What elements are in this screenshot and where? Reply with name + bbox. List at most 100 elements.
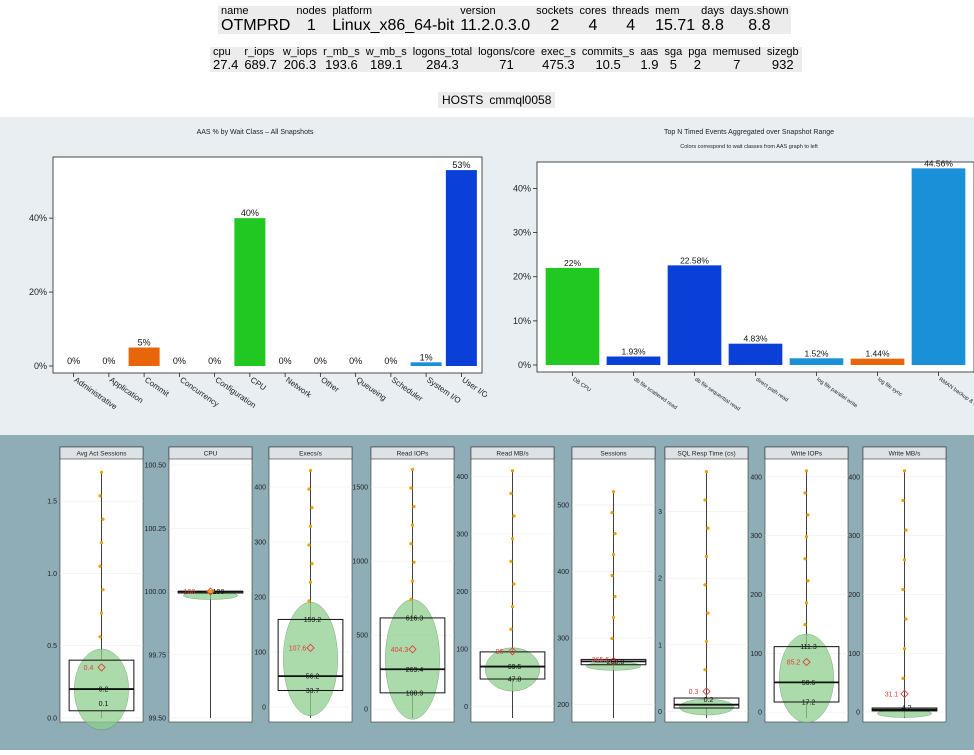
y-tick-label: 1.5: [47, 499, 57, 506]
mean-marker: [306, 643, 315, 652]
y-tick-label: 100.00: [145, 589, 167, 596]
y-tick-label: 100.25: [145, 526, 167, 533]
outlier-point: [901, 676, 905, 680]
panel-strip: [59, 446, 144, 460]
x-tick-label: System I/O: [425, 375, 463, 405]
bar-value-label: 40%: [241, 208, 259, 218]
y-tick-label: 100: [750, 651, 762, 658]
outlier-point: [902, 558, 907, 562]
mean-value-label: 96: [496, 649, 504, 656]
y-tick-label: 500: [557, 502, 569, 509]
summary-header: w_iops: [282, 46, 318, 58]
outlier-point: [98, 494, 102, 498]
bar: [850, 358, 905, 365]
y-tick-label: 0%: [518, 360, 531, 370]
bar-value-label: 53%: [452, 160, 470, 170]
box-value-label: 100: [213, 589, 225, 596]
box-panel: Execs/s 0 100 200 300 400 56.2 159.2 33.7 107.6: [254, 446, 353, 723]
y-tick-label: 300: [456, 532, 468, 539]
outlier-point: [613, 531, 617, 536]
summary-value: 206.3: [283, 57, 317, 72]
summary-value: 932: [771, 57, 794, 72]
summary-value: 8.8: [701, 17, 724, 34]
box-panel: Avg Act Sessions 0.0 0.5 1.0 1.5 0.2 0.1 0.4: [47, 446, 144, 731]
y-tick-label: 300: [557, 636, 569, 643]
summary-value: 193.6: [325, 57, 358, 72]
outlier-point: [803, 557, 807, 561]
plot-area: [536, 161, 974, 373]
outlier-point: [706, 526, 710, 530]
plot-area: [52, 156, 483, 374]
y-tick-label: 0: [758, 710, 762, 717]
summary-header: days.shown: [730, 5, 789, 17]
panel-strip: [862, 446, 947, 460]
hosts-value: cmmql0058: [489, 93, 552, 107]
summary-header: threads: [612, 5, 650, 17]
box: [479, 651, 546, 680]
x-tick-label: log file parallel write: [815, 377, 858, 410]
wait-class-section: AAS % by Wait Class – All Snapshots 0% 20%…: [0, 117, 974, 435]
outlier-point: [512, 514, 516, 518]
outlier-point: [902, 647, 907, 651]
panel-title: CPU: [204, 451, 218, 458]
outlier-point: [509, 559, 513, 563]
panel-title: Write MB/s: [889, 451, 921, 458]
summary-header: sga: [664, 46, 683, 58]
y-tick-label: 30%: [513, 228, 531, 238]
outlier-point: [308, 524, 313, 528]
summary-value: Linux_x86_64-bit: [332, 17, 455, 34]
x-tick-label: DB CPU: [571, 377, 591, 394]
box-value-label: 33.7: [306, 688, 320, 695]
outlier-point: [99, 470, 104, 474]
summary-value-row: 27.4 689.7 206.3 193.6 189.1 284.3 71 475.3 10.5…: [210, 58, 802, 72]
summary-value: 4: [626, 17, 636, 34]
box-panel: SQL Resp Time (cs) 0 1 2 3 0.3 0.2: [658, 446, 749, 723]
mean-value-label: 100: [184, 589, 196, 596]
mean-marker: [97, 663, 106, 672]
bar-value-label: 4.83%: [743, 334, 768, 344]
summary-header: version: [460, 5, 496, 17]
y-tick-label: 400: [750, 474, 762, 481]
x-tick-label: log file sync: [876, 377, 903, 399]
summary-header: platform: [332, 5, 373, 17]
outlier-point: [902, 469, 907, 473]
box-value-label: 268.8: [607, 659, 625, 666]
bar-value-label: 22%: [564, 258, 581, 268]
panel-title: SQL Resp Time (cs): [677, 451, 735, 458]
outlier-point: [704, 470, 709, 474]
box-panel: Write MB/s 0 100 200 300 400 31.14.2: [848, 446, 947, 723]
box-value-label: 56.2: [306, 674, 320, 681]
bar-value-label: 44.56%: [924, 158, 953, 168]
y-tick-label: 500: [356, 633, 368, 640]
box-panel: Read MB/s 0 100 200 300 400 69.5 47.8 96: [456, 446, 555, 723]
summary-header: aas: [640, 46, 659, 58]
y-tick-label: 0: [364, 707, 368, 714]
bar: [128, 347, 160, 366]
outlier-point: [310, 561, 314, 566]
y-tick-label: 200: [848, 592, 860, 599]
summary-header: sockets: [536, 5, 574, 17]
y-tick-label: 200: [456, 589, 468, 596]
outlier-point: [703, 498, 707, 502]
outlier-point: [704, 554, 709, 559]
box: [68, 659, 135, 712]
outlier-point: [806, 579, 810, 583]
y-tick-label: 200: [750, 592, 762, 599]
bar-value-label: 1.52%: [804, 348, 829, 358]
summary-header: exec_s: [540, 46, 576, 58]
y-tick-label: 100.50: [145, 463, 167, 470]
summary-header: logons_total: [412, 46, 473, 58]
summary-header: cores: [579, 5, 607, 17]
x-tick-label: Queueing: [354, 375, 388, 402]
bar: [606, 356, 661, 365]
panel-title: Write IOPs: [791, 451, 823, 458]
summary-value: 5: [669, 57, 677, 72]
bar-value-label: 0%: [314, 356, 327, 366]
summary-header: cpu: [213, 46, 231, 58]
outlier-point: [101, 517, 105, 521]
outlier-point: [804, 601, 809, 605]
y-tick-label: 0: [658, 709, 662, 716]
box-value-label: 108.9: [406, 691, 424, 698]
box-value-label: 47.8: [508, 677, 522, 684]
x-tick-label: db file scattered read: [632, 377, 678, 411]
